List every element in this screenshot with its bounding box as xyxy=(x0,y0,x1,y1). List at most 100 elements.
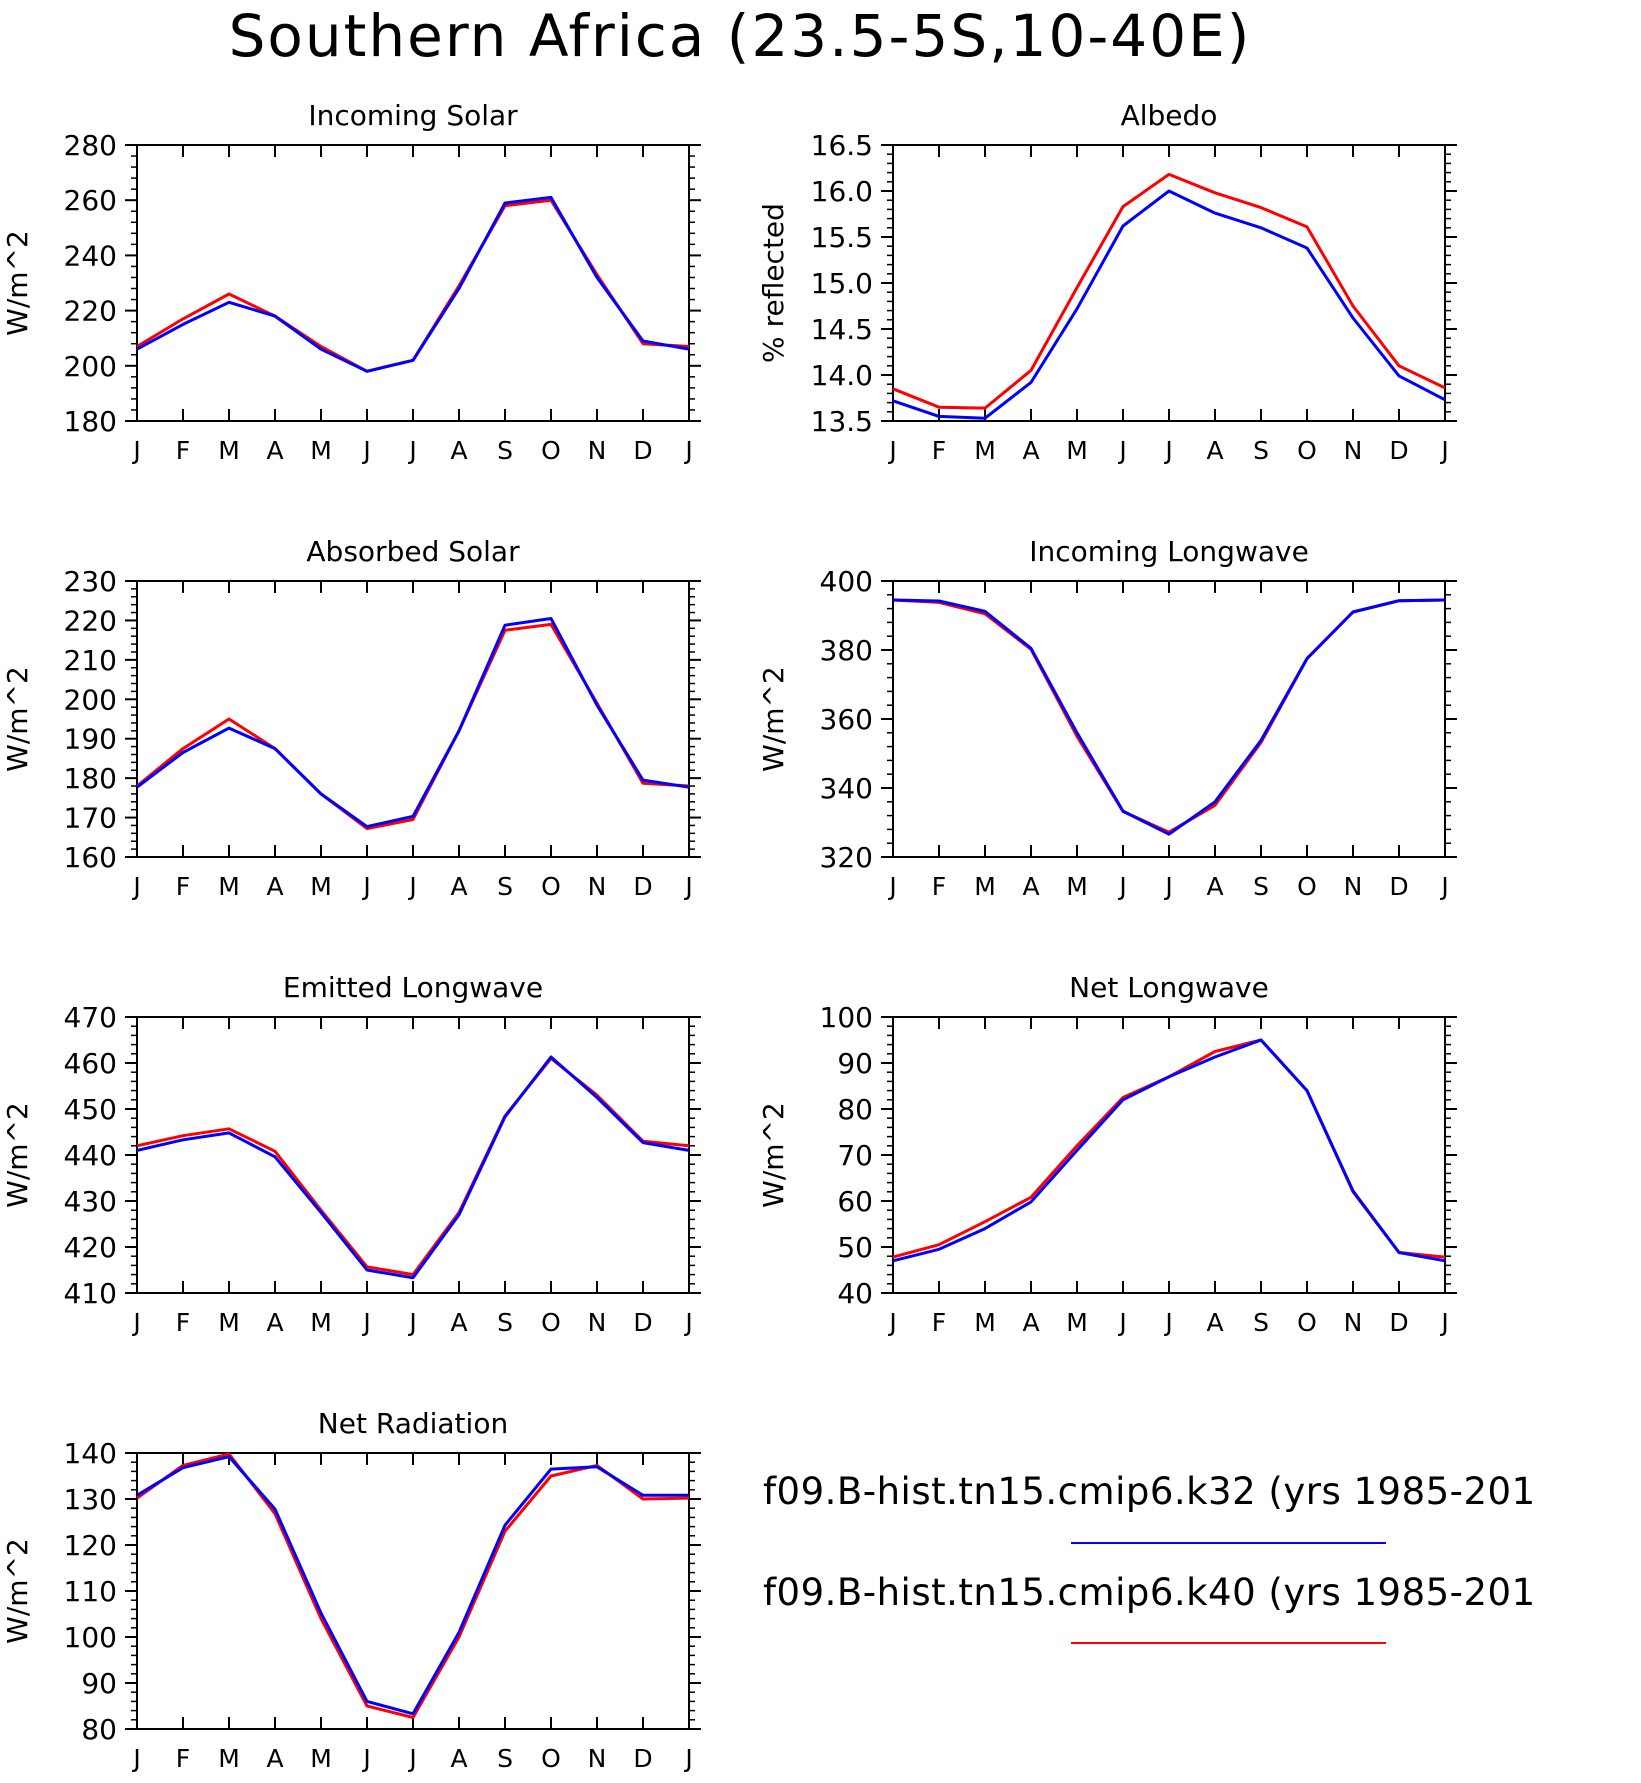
panel-0-xtick-label: A xyxy=(450,436,467,465)
panel-0-xtick-label: J xyxy=(131,436,140,465)
panel-6-xtick-label: S xyxy=(497,1744,513,1773)
panel-4-frame xyxy=(136,1016,690,1294)
panel-0-xtick-label: S xyxy=(497,436,513,465)
panel-4-ytick-label: 420 xyxy=(64,1231,117,1264)
panel-1-xtick-label: A xyxy=(1206,436,1223,465)
panel-0-ytick-label: 280 xyxy=(64,129,117,162)
panel-5-xtick-label: A xyxy=(1022,1308,1039,1337)
panel-2-series-k40-line xyxy=(136,622,690,831)
panel-3-xtick-label: J xyxy=(1439,872,1448,901)
panel-6-frame xyxy=(136,1452,690,1730)
panel-4-xtick-label: J xyxy=(407,1308,416,1337)
panel-0-xtick-label: N xyxy=(588,436,607,465)
panel-1-xtick-label: M xyxy=(1066,436,1088,465)
panel-2-xtick-label: M xyxy=(218,872,240,901)
panel-3-ytick-label: 380 xyxy=(820,634,873,667)
panel-6-xtick-label: A xyxy=(266,1744,283,1773)
panel-6-title: Net Radiation xyxy=(318,1407,508,1440)
panel-3-ytick-label: 400 xyxy=(820,565,873,598)
panel-4-xtick-label: A xyxy=(450,1308,467,1337)
panel-0-series-k40-line xyxy=(136,198,690,373)
panel-1-series-k40-line xyxy=(892,172,1446,410)
panel-6-xtick-label: F xyxy=(176,1744,190,1773)
panel-3-xtick-label: A xyxy=(1022,872,1039,901)
panel-0-ytick-label: 180 xyxy=(64,405,117,438)
panel-0-xtick-label: D xyxy=(633,436,652,465)
panel-4-ytick-label: 470 xyxy=(64,1001,117,1034)
panel-0-frame xyxy=(136,144,690,422)
panel-5-xtick-label: A xyxy=(1206,1308,1223,1337)
panel-4-xtick-label: F xyxy=(176,1308,190,1337)
panel-5-xtick-label: S xyxy=(1253,1308,1269,1337)
panel-0-title: Incoming Solar xyxy=(308,99,518,132)
panel-2-xtick-label: J xyxy=(131,872,140,901)
panel-4-xtick-label: J xyxy=(683,1308,692,1337)
panel-1-xtick-label: J xyxy=(1117,436,1126,465)
main-title: Southern Africa (23.5-5S,10-40E) xyxy=(228,2,1252,70)
panel-1-xtick-label: F xyxy=(932,436,946,465)
panel-1-ytick-label: 16.0 xyxy=(811,175,873,208)
panel-5-xtick-label: M xyxy=(974,1308,996,1337)
panel-5-title: Net Longwave xyxy=(1069,971,1269,1004)
panel-3-ytick-label: 320 xyxy=(820,841,873,874)
panel-5-series-k40-line xyxy=(892,1038,1446,1259)
panel-2-xtick-label: F xyxy=(176,872,190,901)
panel-4-ytick-label: 430 xyxy=(64,1185,117,1218)
panel-0-ytick-label: 220 xyxy=(64,295,117,328)
panel-3-xtick-label: O xyxy=(1297,872,1317,901)
panel-3-ytick-label: 340 xyxy=(820,772,873,805)
panel-4-series-k32-line xyxy=(136,1055,690,1280)
panel-5-ytick-label: 100 xyxy=(820,1001,873,1034)
panel-2-xtick-label: J xyxy=(683,872,692,901)
panel-0-ylabel: W/m^2 xyxy=(1,230,34,336)
panel-3-xtick-label: M xyxy=(974,872,996,901)
panel-0-xtick-label: J xyxy=(407,436,416,465)
panel-2-xtick-label: A xyxy=(450,872,467,901)
panel-3-xtick-label: J xyxy=(887,872,896,901)
panel-3-ylabel: W/m^2 xyxy=(757,666,790,772)
panel-2-xtick-label: J xyxy=(361,872,370,901)
panel-5-xtick-label: D xyxy=(1389,1308,1408,1337)
panel-1-ytick-label: 14.5 xyxy=(811,313,873,346)
legend-label-k40: f09.B-hist.tn15.cmip6.k40 (yrs 1985-201 xyxy=(763,1571,1536,1614)
legend-label-k32: f09.B-hist.tn15.cmip6.k32 (yrs 1985-201 xyxy=(763,1470,1536,1513)
panel-2-xtick-label: N xyxy=(588,872,607,901)
panel-6-ytick-label: 90 xyxy=(81,1667,117,1700)
panel-1-ytick-label: 13.5 xyxy=(811,405,873,438)
panel-3-xtick-label: N xyxy=(1344,872,1363,901)
panel-5-xtick-label: F xyxy=(932,1308,946,1337)
panel-2-series-k32-line xyxy=(136,617,690,829)
panel-5-xtick-label: J xyxy=(1439,1308,1448,1337)
panel-2-ytick-label: 220 xyxy=(64,604,117,637)
panel-2-title: Absorbed Solar xyxy=(306,535,520,568)
panel-3-series-k40-line xyxy=(892,598,1446,834)
panel-2-xtick-label: J xyxy=(407,872,416,901)
panel-2-ytick-label: 170 xyxy=(64,802,117,835)
panel-2-ylabel: W/m^2 xyxy=(1,666,34,772)
panel-1-ylabel: % reflected xyxy=(757,203,790,363)
panel-6-ytick-label: 130 xyxy=(64,1483,117,1516)
panel-0-xtick-label: M xyxy=(218,436,240,465)
panel-1-title: Albedo xyxy=(1121,99,1218,132)
panel-0-xtick-label: F xyxy=(176,436,190,465)
panel-6-ytick-label: 120 xyxy=(64,1529,117,1562)
panel-4-xtick-label: M xyxy=(310,1308,332,1337)
panel-1-xtick-label: J xyxy=(887,436,896,465)
panel-2-ytick-label: 190 xyxy=(64,723,117,756)
panel-3-xtick-label: A xyxy=(1206,872,1223,901)
panel-6-xtick-label: J xyxy=(361,1744,370,1773)
panel-2-xtick-label: O xyxy=(541,872,561,901)
panel-3-frame xyxy=(892,580,1446,858)
panel-5-frame xyxy=(892,1016,1446,1294)
panel-6-ytick-label: 110 xyxy=(64,1575,117,1608)
panel-3-xtick-label: J xyxy=(1117,872,1126,901)
panel-2-ytick-label: 180 xyxy=(64,762,117,795)
panel-2-ytick-label: 160 xyxy=(64,841,117,874)
panel-4-ytick-label: 460 xyxy=(64,1047,117,1080)
panel-5-ytick-label: 50 xyxy=(837,1231,873,1264)
panel-1-xtick-label: M xyxy=(974,436,996,465)
panel-3-xtick-label: F xyxy=(932,872,946,901)
panel-1-xtick-label: A xyxy=(1022,436,1039,465)
panel-6-xtick-label: O xyxy=(541,1744,561,1773)
